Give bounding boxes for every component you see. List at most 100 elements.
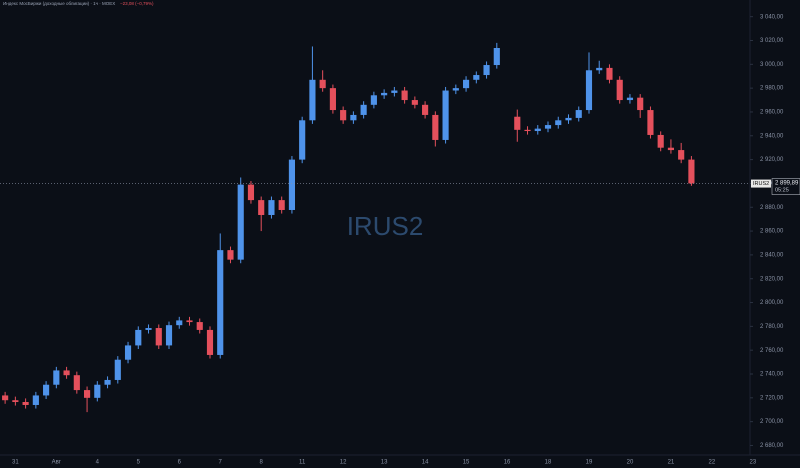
candle-body [616, 79, 623, 101]
candle-body [442, 90, 449, 140]
candle-body [411, 100, 418, 105]
x-tick-label: 12 [340, 460, 347, 466]
candle-body [422, 104, 429, 115]
candle-body [667, 147, 675, 151]
y-tick-label: 2 960,00 [760, 110, 784, 116]
chart-title: Индекс МосБиржи (доходные облигации) · 1… [3, 1, 115, 6]
y-tick-label: 2 760,00 [760, 348, 784, 354]
candle-body [206, 329, 214, 355]
y-tick-label: 2 780,00 [760, 324, 784, 330]
y-tick-label: 2 720,00 [760, 395, 784, 401]
candle-body [688, 159, 695, 184]
y-tick-label: 2 740,00 [760, 372, 784, 378]
x-tick-label: 20 [627, 460, 634, 466]
candle-body [596, 67, 603, 71]
candle-body [647, 110, 654, 135]
x-tick-label: 22 [709, 460, 716, 466]
x-tick-label: 31 [12, 460, 19, 466]
candle-body [514, 116, 521, 130]
x-tick-label: 11 [299, 460, 306, 466]
candle-body [83, 390, 91, 398]
candle-body [104, 379, 111, 385]
x-tick-label: 15 [463, 460, 470, 466]
candle-body [124, 345, 132, 360]
candle-body [43, 384, 50, 396]
candle-body [32, 395, 39, 405]
candle-body [329, 88, 336, 111]
y-tick-label: 2 920,00 [760, 157, 784, 163]
candle-body [370, 95, 377, 105]
candle-body [544, 125, 552, 129]
y-tick-label: 2 800,00 [760, 300, 784, 306]
candle-body [524, 129, 531, 132]
candle-body [63, 370, 70, 376]
y-tick-label: 3 020,00 [760, 38, 784, 44]
change: −23,08 (−0,79%) [120, 1, 154, 6]
candle-body [391, 90, 398, 93]
candle-body [278, 200, 285, 210]
candle-body [483, 65, 490, 76]
x-tick-label: 5 [137, 460, 141, 466]
x-tick-label: 4 [96, 460, 100, 466]
y-tick-label: 2 880,00 [760, 205, 784, 211]
candle-body [462, 79, 470, 89]
candle-body [258, 200, 265, 215]
candle-body [186, 320, 193, 323]
y-tick-label: 2 940,00 [760, 133, 784, 139]
x-tick-label: Авг [52, 460, 62, 466]
candle-body [493, 48, 500, 66]
y-tick-label: 3 000,00 [760, 62, 784, 68]
candle-body [555, 120, 562, 126]
candle-body [657, 134, 664, 148]
candle-body [473, 75, 480, 80]
candle-body [678, 150, 685, 160]
candle-body [288, 159, 296, 210]
candle-body [176, 320, 183, 326]
candle-body [319, 79, 326, 89]
candle-body [299, 120, 306, 160]
candle-body [53, 370, 60, 385]
candle-body [575, 110, 582, 118]
candle-body [247, 184, 255, 201]
y-tick-label: 2 820,00 [760, 276, 784, 282]
x-tick-label: 19 [586, 460, 593, 466]
candle-body [360, 104, 367, 115]
x-tick-label: 13 [381, 460, 388, 466]
x-tick-label: 23 [750, 460, 757, 466]
price-tag-bg [771, 178, 800, 195]
candle-body [452, 88, 459, 91]
x-tick-label: 8 [260, 460, 264, 466]
candle-body [585, 70, 593, 111]
candle-body [309, 79, 316, 121]
y-tick-label: 2 700,00 [760, 419, 784, 425]
y-tick-label: 2 840,00 [760, 252, 784, 258]
candle-body [94, 384, 101, 398]
candle-body [432, 114, 439, 140]
candle-body [196, 322, 203, 330]
candle-body [626, 97, 634, 101]
candle-body [2, 395, 9, 401]
y-tick-label: 2 980,00 [760, 86, 784, 92]
x-tick-label: 18 [545, 460, 552, 466]
candle-body [145, 328, 152, 330]
symbol-tag: IRUS2 [753, 181, 769, 187]
countdown: 05:25 [775, 188, 789, 194]
candle-body [637, 97, 644, 111]
candle-body [237, 184, 244, 260]
candle-body [217, 250, 224, 355]
candle-body [114, 359, 121, 380]
candle-body [73, 375, 80, 391]
watermark: IRUS2 [347, 211, 424, 241]
candle-body [381, 92, 388, 96]
candle-body [268, 200, 275, 215]
candle-body [340, 110, 347, 121]
candle-body [165, 325, 173, 346]
symbol-tag-bg [751, 179, 771, 188]
candle-body [227, 250, 234, 260]
x-tick-label: 14 [422, 460, 429, 466]
candle-body [606, 67, 613, 80]
candle-body [401, 90, 408, 101]
x-tick-label: 16 [504, 460, 511, 466]
